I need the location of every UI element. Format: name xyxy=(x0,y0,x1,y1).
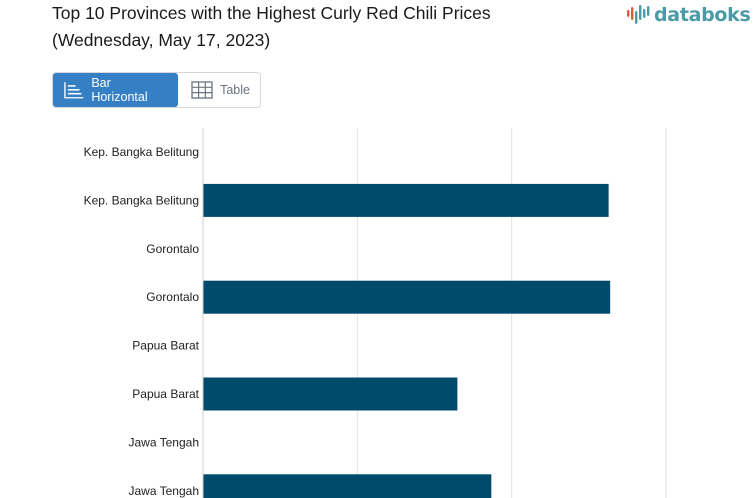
category-label: Jawa Tengah xyxy=(129,484,200,498)
chart-title: Top 10 Provinces with the Highest Curly … xyxy=(52,0,592,54)
category-label: Gorontalo xyxy=(146,290,199,304)
table-grid-icon xyxy=(191,81,213,99)
category-label: Papua Barat xyxy=(132,339,199,353)
bar[interactable] xyxy=(203,474,492,498)
category-label: Kep. Bangka Belitung xyxy=(84,145,199,159)
logo-text: databoks xyxy=(654,4,751,26)
category-label: Papua Barat xyxy=(132,387,199,401)
bar[interactable] xyxy=(203,377,458,411)
tab-table-label: Table xyxy=(220,83,250,97)
category-label: Gorontalo xyxy=(146,242,199,256)
tab-bar-horizontal-label: Bar Horizontal xyxy=(91,76,148,104)
category-label: Jawa Tengah xyxy=(129,435,200,449)
chart-title-line2: (Wednesday, May 17, 2023) xyxy=(52,30,271,50)
bar[interactable] xyxy=(203,183,609,217)
chart-title-line1: Top 10 Provinces with the Highest Curly … xyxy=(52,3,491,23)
bar-chart-icon xyxy=(64,82,84,99)
databoks-logo[interactable]: databoks xyxy=(626,2,751,28)
category-label: Kep. Bangka Belitung xyxy=(84,193,199,207)
databoks-bars-icon xyxy=(627,5,650,24)
tab-table[interactable]: Table xyxy=(178,73,260,107)
view-tabs: Bar Horizontal Table xyxy=(52,72,261,108)
tab-bar-horizontal[interactable]: Bar Horizontal xyxy=(53,73,179,107)
bar[interactable] xyxy=(203,280,611,314)
